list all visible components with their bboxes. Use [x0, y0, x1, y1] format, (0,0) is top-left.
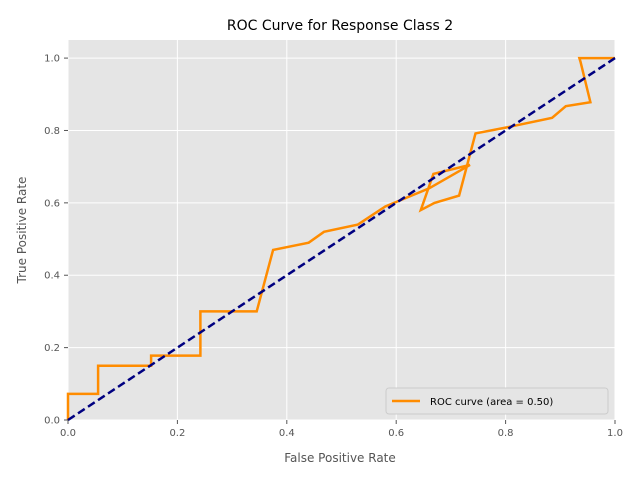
legend: ROC curve (area = 0.50) — [385, 387, 609, 415]
roc-curve-line — [66, 56, 615, 420]
y-axis-label: True Positive Rate — [15, 177, 29, 285]
legend-box — [385, 387, 609, 415]
x-tick-label: 0.6 — [388, 428, 404, 439]
x-gridlines — [67, 40, 616, 420]
x-tick-label: 1.0 — [607, 428, 623, 439]
x-tick-label: 0.8 — [498, 428, 514, 439]
x-axis-ticks: 0.0 0.2 0.4 0.6 0.8 1.0 — [60, 420, 623, 439]
x-axis-label: False Positive Rate — [284, 451, 396, 465]
chart-title: ROC Curve for Response Class 2 — [227, 18, 453, 34]
series-layer — [66, 56, 616, 422]
y-tick-label: 0.4 — [44, 271, 60, 282]
y-tick-label: 0.8 — [44, 126, 60, 137]
y-axis-ticks: 0.0 0.2 0.4 0.6 0.8 1.0 — [44, 54, 68, 427]
chance-diagonal-line — [67, 57, 616, 422]
x-tick-label: 0.2 — [169, 428, 185, 439]
y-tick-label: 0.2 — [44, 343, 60, 354]
y-tick-label: 1.0 — [44, 54, 60, 65]
x-tick-label: 0.0 — [60, 428, 76, 439]
y-tick-label: 0.6 — [44, 198, 60, 209]
y-tick-label: 0.0 — [44, 416, 60, 427]
x-tick-label: 0.4 — [279, 428, 295, 439]
y-gridlines — [68, 57, 615, 421]
legend-label-roc: ROC curve (area = 0.50) — [430, 397, 553, 408]
